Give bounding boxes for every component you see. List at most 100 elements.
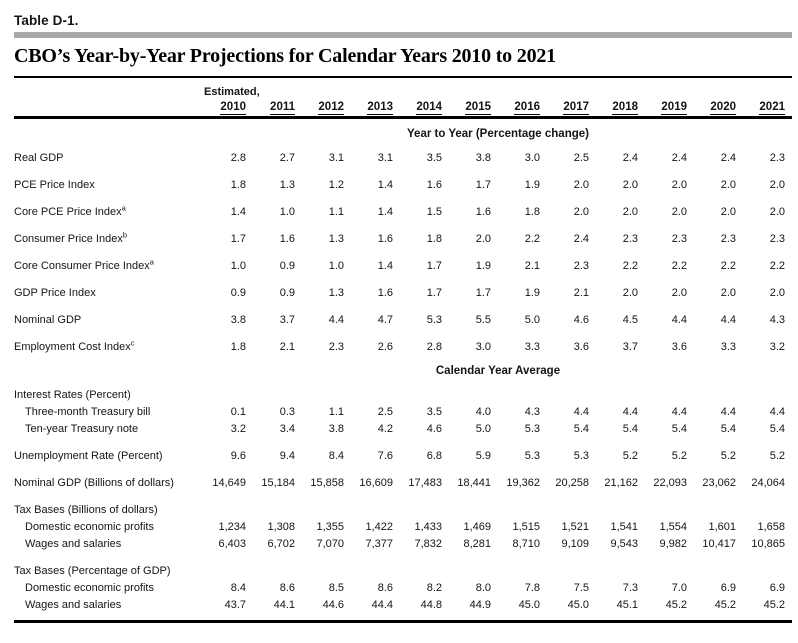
section-header-row: Year to Year (Percentage change) <box>14 128 792 140</box>
table-row: Employment Cost Indexc 1.8 2.1 2.3 2.6 2.8 3.0… <box>14 339 792 356</box>
row-label: PCE Price Index <box>14 179 95 191</box>
row-label: Wages and salaries <box>25 599 122 611</box>
year-column-header: 2016 <box>514 101 540 115</box>
table-row: Consumer Price Indexb 1.7 1.6 1.3 1.6 1.8 2.0 2… <box>14 231 792 248</box>
value-cell: 0.9 <box>279 287 295 299</box>
value-cell: 2.4 <box>720 152 736 164</box>
value-cell: 3.8 <box>475 152 491 164</box>
value-cell: 3.3 <box>524 341 540 353</box>
table-row: Ten-year Treasury note 3.2 3.4 3.8 4.2 4.6 5.0… <box>14 421 792 438</box>
year-column-header: 2012 <box>318 101 344 115</box>
value-cell: 5.3 <box>524 450 540 462</box>
value-cell: 4.3 <box>769 314 785 326</box>
table-title: CBO’s Year-by-Year Projections for Calen… <box>14 45 556 67</box>
row-label: Consumer Price Indexb <box>14 230 127 245</box>
row-label: Core PCE Price Indexa <box>14 203 126 218</box>
title-rule <box>14 76 792 78</box>
value-cell: 4.5 <box>622 314 638 326</box>
year-column-header: 2021 <box>759 101 785 115</box>
value-cell: 1.6 <box>475 206 491 218</box>
value-cell: 9.4 <box>279 450 295 462</box>
value-cell: 7,377 <box>365 538 393 550</box>
row-label: Three-month Treasury bill <box>25 406 151 418</box>
value-cell: 9,543 <box>610 538 638 550</box>
value-cell: 15,858 <box>310 477 344 489</box>
value-cell: 22,093 <box>653 477 687 489</box>
value-cell: 2.4 <box>671 152 687 164</box>
value-cell: 1,601 <box>708 521 736 533</box>
value-cell: 2.0 <box>769 287 785 299</box>
value-cell: 2.0 <box>769 179 785 191</box>
value-cell: 1.4 <box>377 260 393 272</box>
row-label: Domestic economic profits <box>25 521 154 533</box>
value-cell: 2.5 <box>573 152 589 164</box>
value-cell: 8,710 <box>512 538 540 550</box>
value-cell: 9,109 <box>561 538 589 550</box>
value-cell: 1.1 <box>328 206 344 218</box>
value-cell: 1.3 <box>328 233 344 245</box>
value-cell: 45.2 <box>665 599 687 611</box>
year-column-header: 2020 <box>710 101 736 115</box>
value-cell: 1,515 <box>512 521 540 533</box>
gray-divider-bar <box>14 32 792 38</box>
value-cell: 1.8 <box>426 233 442 245</box>
table-number-label: Table D-1. <box>14 13 79 28</box>
value-cell: 6.9 <box>720 582 736 594</box>
value-cell: 44.4 <box>371 599 393 611</box>
value-cell: 4.4 <box>720 314 736 326</box>
row-label: Unemployment Rate (Percent) <box>14 450 163 462</box>
estimated-header-row: Estimated, <box>14 86 792 98</box>
value-cell: 2.0 <box>475 233 491 245</box>
value-cell: 4.7 <box>377 314 393 326</box>
value-cell: 7,832 <box>414 538 442 550</box>
value-cell: 2.1 <box>524 260 540 272</box>
row-label: Wages and salaries <box>25 538 122 550</box>
value-cell: 10,417 <box>702 538 736 550</box>
value-cell: 6.9 <box>769 582 785 594</box>
table-row: Core Consumer Price Indexa 1.0 0.9 1.0 1.4 1.… <box>14 258 792 275</box>
value-cell: 2.3 <box>573 260 589 272</box>
row-label: Nominal GDP (Billions of dollars) <box>14 477 174 489</box>
value-cell: 3.4 <box>279 423 295 435</box>
value-cell: 2.3 <box>622 233 638 245</box>
value-cell: 5.3 <box>426 314 442 326</box>
value-cell: 19,362 <box>506 477 540 489</box>
table-row: Wages and salaries 6,403 6,702 7,070 7,377 7,… <box>14 536 792 553</box>
value-cell: 2.0 <box>573 179 589 191</box>
value-cell: 6,403 <box>218 538 246 550</box>
value-cell: 8.6 <box>279 582 295 594</box>
value-cell: 24,064 <box>751 477 785 489</box>
value-cell: 8,281 <box>463 538 491 550</box>
table-row: Interest Rates (Percent) <box>14 387 792 404</box>
value-cell: 18,441 <box>457 477 491 489</box>
row-label: Employment Cost Indexc <box>14 338 135 353</box>
value-cell: 3.1 <box>377 152 393 164</box>
value-cell: 1,521 <box>561 521 589 533</box>
value-cell: 23,062 <box>702 477 736 489</box>
value-cell: 4.4 <box>671 406 687 418</box>
value-cell: 2.2 <box>769 260 785 272</box>
value-cell: 6,702 <box>267 538 295 550</box>
value-cell: 21,162 <box>604 477 638 489</box>
value-cell: 1,469 <box>463 521 491 533</box>
value-cell: 1,422 <box>365 521 393 533</box>
section-header: Calendar Year Average <box>435 365 561 377</box>
row-label: Domestic economic profits <box>25 582 154 594</box>
value-cell: 44.9 <box>469 599 491 611</box>
row-label: Ten-year Treasury note <box>25 423 139 435</box>
value-cell: 5.9 <box>475 450 491 462</box>
value-cell: 3.8 <box>328 423 344 435</box>
row-label: Nominal GDP <box>14 314 82 326</box>
value-cell: 1.8 <box>524 206 540 218</box>
value-cell: 4.6 <box>573 314 589 326</box>
footnote-marker: b <box>122 230 127 240</box>
value-cell: 2.3 <box>328 341 344 353</box>
value-cell: 15,184 <box>261 477 295 489</box>
value-cell: 5.2 <box>671 450 687 462</box>
table-row: Three-month Treasury bill 0.1 0.3 1.1 2.5 3.5… <box>14 404 792 421</box>
table-row: Wages and salaries 43.7 44.1 44.6 44.4 44.8 44… <box>14 597 792 614</box>
value-cell: 2.4 <box>622 152 638 164</box>
footnote-marker: c <box>130 338 135 348</box>
value-cell: 4.4 <box>720 406 736 418</box>
value-cell: 5.0 <box>475 423 491 435</box>
